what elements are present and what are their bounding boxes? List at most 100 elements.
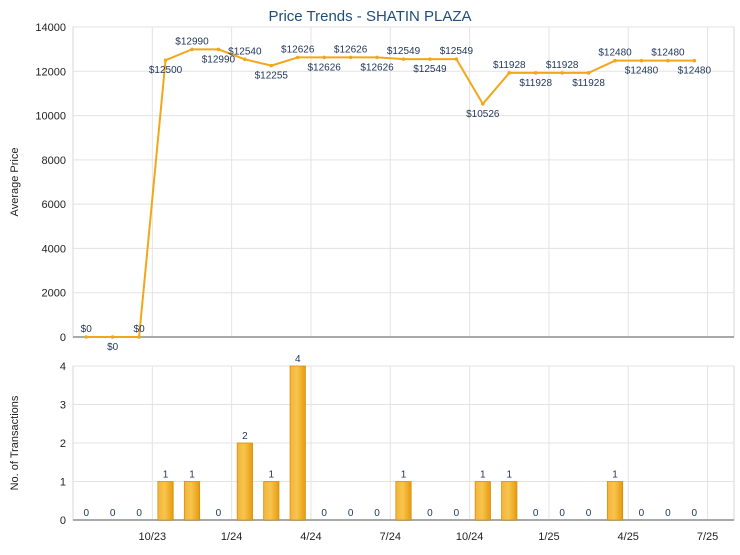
price-point-5 [216, 47, 221, 52]
price-y-tick-2: 4000 [42, 243, 66, 255]
price-point-label-9: $12626 [307, 62, 341, 73]
transaction-bar-label-10: 0 [348, 508, 354, 519]
price-point-10 [348, 55, 353, 60]
transaction-bar-label-17: 0 [533, 508, 539, 519]
price-point-label-11: $12626 [360, 62, 394, 73]
transaction-bar-label-13: 0 [427, 508, 433, 519]
transaction-bar-label-12: 1 [401, 470, 407, 481]
transactions-y-tick-0: 0 [60, 515, 66, 527]
price-point-3 [163, 58, 168, 63]
price-point-18 [560, 71, 564, 75]
price-point-label-12: $12549 [387, 46, 421, 57]
price-y-tick-1: 2000 [42, 288, 66, 300]
transaction-bar-label-22: 0 [665, 508, 671, 519]
transaction-bar-label-8: 4 [295, 354, 301, 365]
price-point-label-13: $12549 [413, 64, 447, 75]
price-point-6 [243, 57, 247, 62]
transactions-y-axis-title: No. of Transactions [9, 395, 21, 490]
price-point-7 [269, 63, 274, 68]
price-point-label-16: $11928 [493, 60, 526, 71]
price-point-23 [692, 58, 697, 63]
price-point-label-15: $10526 [466, 109, 500, 120]
transaction-bar-label-5: 0 [216, 508, 222, 519]
x-tick-9: 4/24 [300, 531, 321, 543]
transaction-bar-label-6: 2 [242, 431, 248, 442]
transaction-bar-label-23: 0 [692, 508, 698, 519]
price-point-20 [613, 58, 617, 63]
price-y-tick-5: 10000 [35, 111, 66, 123]
transaction-bar-label-21: 0 [639, 508, 645, 519]
transaction-bar-label-20: 1 [612, 470, 618, 481]
transaction-bar-label-11: 0 [374, 508, 380, 519]
price-point-label-23: $12480 [678, 66, 712, 77]
transaction-bar-7 [263, 481, 280, 521]
price-point-22 [666, 58, 670, 63]
transaction-bar-8 [289, 365, 306, 521]
price-point-16 [507, 71, 512, 75]
price-point-2 [137, 335, 141, 339]
x-tick-21: 4/25 [618, 531, 639, 543]
price-point-label-17: $11928 [519, 78, 552, 89]
transaction-bar-label-2: 0 [136, 508, 142, 519]
price-y-tick-3: 6000 [42, 199, 66, 211]
price-y-axis-title: Average Price [9, 148, 21, 217]
price-point-label-21: $12480 [625, 66, 659, 77]
price-point-label-22: $12480 [651, 48, 685, 59]
transaction-bar-label-1: 0 [110, 508, 116, 519]
transactions-y-tick-2: 2 [60, 438, 66, 450]
price-point-label-1: $0 [107, 342, 119, 353]
price-point-label-20: $12480 [598, 48, 632, 59]
transaction-bar-20 [606, 481, 624, 521]
price-point-label-2: $0 [134, 324, 146, 335]
transaction-bar-label-3: 1 [163, 470, 169, 481]
price-point-label-14: $12549 [440, 46, 474, 57]
price-y-tick-4: 8000 [42, 155, 66, 167]
price-point-4 [190, 47, 194, 52]
transaction-bar-12 [395, 481, 412, 521]
price-point-label-7: $12255 [255, 71, 289, 82]
transactions-y-tick-4: 4 [60, 361, 66, 373]
chart-title: Price Trends - SHATIN PLAZA [268, 8, 471, 25]
transaction-bar-label-4: 1 [189, 470, 195, 481]
x-tick-15: 10/24 [456, 531, 484, 543]
x-tick-3: 10/23 [139, 531, 167, 543]
x-tick-12: 7/24 [380, 531, 401, 543]
transaction-bar-4 [183, 481, 201, 521]
transaction-bar-label-16: 1 [506, 470, 512, 481]
price-point-21 [639, 58, 644, 63]
price-point-label-3: $12500 [149, 65, 183, 76]
transaction-bar-label-19: 0 [586, 508, 592, 519]
transaction-bar-15 [474, 481, 491, 521]
price-plot-frame [72, 26, 735, 338]
price-point-label-10: $12626 [334, 44, 368, 55]
price-point-label-18: $11928 [546, 60, 579, 71]
price-point-0 [84, 335, 89, 339]
x-tick-18: 1/25 [538, 531, 559, 543]
transaction-bar-label-15: 1 [480, 470, 486, 481]
price-point-13 [428, 57, 432, 61]
price-point-1 [110, 335, 115, 339]
transaction-bar-label-9: 0 [321, 508, 327, 519]
price-point-label-19: $11928 [572, 78, 605, 89]
price-point-label-0: $0 [81, 324, 93, 335]
price-point-19 [586, 71, 591, 75]
price-y-tick-7: 14000 [35, 22, 66, 34]
price-point-14 [454, 57, 459, 61]
transaction-bar-label-7: 1 [269, 470, 275, 481]
price-point-12 [401, 57, 406, 61]
transaction-bar-3 [157, 481, 174, 521]
x-tick-24: 7/25 [697, 531, 718, 543]
transaction-bar-16 [501, 481, 518, 521]
price-y-tick-6: 12000 [35, 66, 66, 78]
price-point-9 [322, 55, 326, 60]
price-point-label-6: $12540 [228, 46, 262, 57]
transaction-bar-label-14: 0 [454, 508, 460, 519]
price-point-label-4: $12990 [175, 36, 209, 47]
price-point-8 [295, 55, 300, 60]
price-point-17 [533, 71, 538, 75]
price-point-11 [375, 55, 379, 60]
transaction-bar-label-18: 0 [559, 508, 565, 519]
transactions-y-tick-1: 1 [60, 477, 66, 489]
